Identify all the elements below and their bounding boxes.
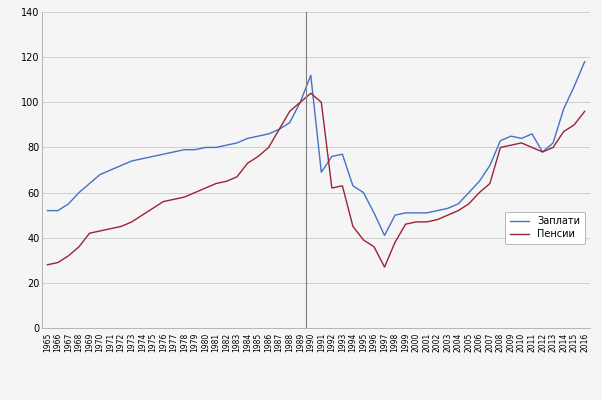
Заплати bbox=[370, 210, 377, 215]
Line: Пенсии: Пенсии bbox=[48, 93, 585, 267]
Заплати bbox=[402, 210, 409, 215]
Пенсии bbox=[581, 109, 588, 114]
Пенсии bbox=[412, 220, 420, 224]
Пенсии bbox=[86, 231, 93, 236]
Пенсии bbox=[297, 100, 304, 105]
Пенсии bbox=[307, 91, 314, 96]
Заплати bbox=[550, 140, 557, 145]
Заплати bbox=[381, 233, 388, 238]
Пенсии bbox=[339, 184, 346, 188]
Заплати bbox=[234, 140, 241, 145]
Заплати bbox=[44, 208, 51, 213]
Line: Заплати: Заплати bbox=[48, 62, 585, 236]
Legend: Заплати, Пенсии: Заплати, Пенсии bbox=[505, 212, 585, 244]
Пенсии bbox=[381, 265, 388, 270]
Заплати bbox=[581, 59, 588, 64]
Пенсии bbox=[44, 262, 51, 267]
Заплати bbox=[86, 181, 93, 186]
Заплати bbox=[297, 100, 304, 105]
Пенсии bbox=[391, 240, 399, 245]
Пенсии bbox=[234, 174, 241, 179]
